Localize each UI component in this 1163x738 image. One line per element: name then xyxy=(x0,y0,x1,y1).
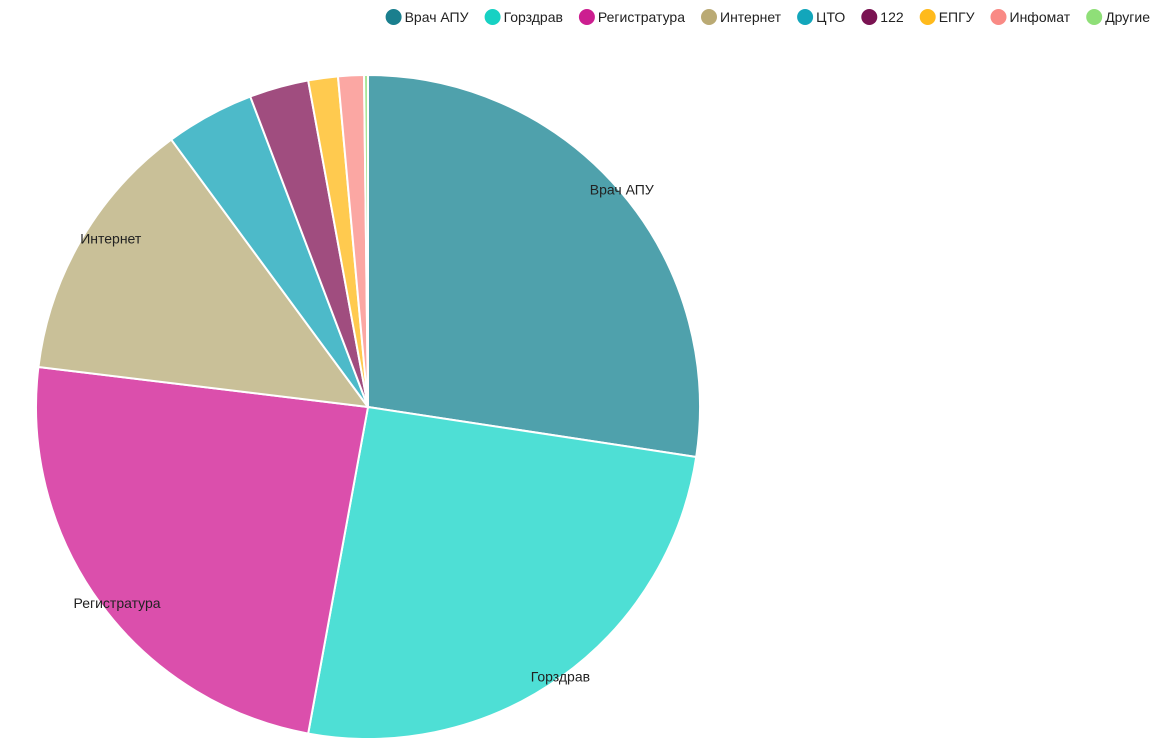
legend-item-3[interactable]: Интернет xyxy=(701,9,782,25)
legend-marker-3 xyxy=(701,9,717,25)
pie-slice-0[interactable] xyxy=(367,73,701,459)
legend-item-8[interactable]: Другие xyxy=(1086,9,1150,25)
legend-marker-2 xyxy=(578,9,595,25)
legend: Врач АПУ Горздрав Регистратура Интернет ЦТО 1… xyxy=(385,9,1150,25)
legend-label-6: ЕПГУ xyxy=(939,9,975,25)
pie-slice-3[interactable] xyxy=(37,138,371,409)
slice-label-0: Врач АПУ xyxy=(590,182,654,198)
legend-marker-4 xyxy=(797,9,814,25)
legend-label-7: Инфомат xyxy=(1010,9,1071,25)
legend-item-1[interactable]: Горздрав xyxy=(484,9,563,25)
legend-item-4[interactable]: ЦТО xyxy=(797,9,845,25)
legend-marker-8 xyxy=(1086,9,1103,25)
legend-label-4: ЦТО xyxy=(816,9,845,25)
legend-label-5: 122 xyxy=(880,9,904,25)
pie-slices xyxy=(35,73,701,738)
legend-marker-1 xyxy=(484,9,501,25)
legend-item-7[interactable]: Инфомат xyxy=(990,9,1071,25)
pie-slice-2[interactable] xyxy=(35,365,370,735)
slice-label-1: Горздрав xyxy=(531,668,590,684)
pie-slice-1[interactable] xyxy=(306,405,698,738)
pie-slice-8[interactable] xyxy=(362,73,369,408)
legend-marker-7 xyxy=(990,9,1007,25)
legend-item-5[interactable]: 122 xyxy=(861,9,904,25)
legend-marker-6 xyxy=(919,9,936,25)
legend-label-3: Интернет xyxy=(720,9,782,25)
legend-item-0[interactable]: Врач АПУ xyxy=(385,9,469,25)
legend-marker-5 xyxy=(861,9,878,25)
legend-marker-0 xyxy=(385,9,402,25)
legend-label-8: Другие xyxy=(1105,9,1150,25)
legend-label-2: Регистратура xyxy=(598,9,685,25)
slice-label-2: Регистратура xyxy=(73,595,160,611)
slice-label-3: Интернет xyxy=(80,231,142,247)
legend-item-2[interactable]: Регистратура xyxy=(578,9,685,25)
legend-item-6[interactable]: ЕПГУ xyxy=(919,9,975,25)
legend-label-0: Врач АПУ xyxy=(405,9,469,25)
pie-slice-labels: Врач АПУ Горздрав Регистратура Интернет xyxy=(73,182,653,685)
legend-label-1: Горздрав xyxy=(504,9,563,25)
